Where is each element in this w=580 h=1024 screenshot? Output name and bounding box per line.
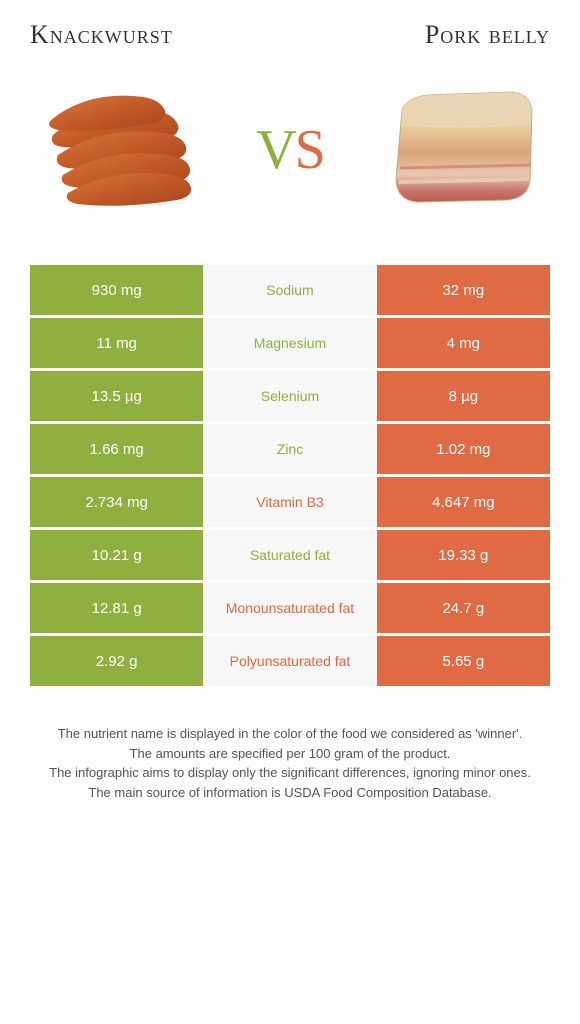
- left-value-cell: 2.92 g: [30, 636, 203, 689]
- comparison-table: 930 mgSodium32 mg11 mgMagnesium4 mg13.5 …: [30, 265, 550, 689]
- table-row: 1.66 mgZinc1.02 mg: [30, 424, 550, 477]
- nutrient-name-cell: Polyunsaturated fat: [203, 636, 376, 689]
- right-food-image: [375, 73, 550, 228]
- left-value-cell: 10.21 g: [30, 530, 203, 583]
- table-row: 11 mgMagnesium4 mg: [30, 318, 550, 371]
- sausages-icon: [33, 75, 203, 225]
- right-value-cell: 24.7 g: [377, 583, 550, 636]
- table-row: 10.21 gSaturated fat19.33 g: [30, 530, 550, 583]
- table-row: 930 mgSodium32 mg: [30, 265, 550, 318]
- right-value-cell: 1.02 mg: [377, 424, 550, 477]
- left-value-cell: 930 mg: [30, 265, 203, 318]
- nutrient-name-cell: Sodium: [203, 265, 376, 318]
- right-value-cell: 4 mg: [377, 318, 550, 371]
- right-value-cell: 19.33 g: [377, 530, 550, 583]
- nutrient-name-cell: Zinc: [203, 424, 376, 477]
- right-value-cell: 5.65 g: [377, 636, 550, 689]
- left-value-cell: 2.734 mg: [30, 477, 203, 530]
- footer-line: The nutrient name is displayed in the co…: [40, 724, 540, 744]
- footer-line: The infographic aims to display only the…: [40, 763, 540, 783]
- table-row: 12.81 gMonounsaturated fat24.7 g: [30, 583, 550, 636]
- footer-line: The amounts are specified per 100 gram o…: [40, 744, 540, 764]
- right-food-title: Pork belly: [425, 20, 550, 50]
- right-value-cell: 4.647 mg: [377, 477, 550, 530]
- vs-label: VS: [256, 118, 324, 182]
- vs-s-letter: S: [295, 119, 324, 181]
- left-food-image: [30, 73, 205, 228]
- vs-v-letter: V: [256, 119, 294, 181]
- infographic-container: Knackwurst Pork belly VS: [0, 0, 580, 822]
- nutrient-name-cell: Selenium: [203, 371, 376, 424]
- right-value-cell: 8 µg: [377, 371, 550, 424]
- left-value-cell: 1.66 mg: [30, 424, 203, 477]
- header-row: Knackwurst Pork belly: [30, 20, 550, 50]
- nutrient-name-cell: Vitamin B3: [203, 477, 376, 530]
- footer-notes: The nutrient name is displayed in the co…: [30, 724, 550, 802]
- nutrient-name-cell: Saturated fat: [203, 530, 376, 583]
- left-food-title: Knackwurst: [30, 20, 173, 50]
- footer-line: The main source of information is USDA F…: [40, 783, 540, 803]
- left-value-cell: 12.81 g: [30, 583, 203, 636]
- images-row: VS: [30, 65, 550, 235]
- table-row: 2.92 gPolyunsaturated fat5.65 g: [30, 636, 550, 689]
- nutrient-name-cell: Monounsaturated fat: [203, 583, 376, 636]
- left-value-cell: 11 mg: [30, 318, 203, 371]
- pork-belly-icon: [382, 80, 542, 220]
- table-row: 2.734 mgVitamin B34.647 mg: [30, 477, 550, 530]
- table-row: 13.5 µgSelenium8 µg: [30, 371, 550, 424]
- right-value-cell: 32 mg: [377, 265, 550, 318]
- nutrient-name-cell: Magnesium: [203, 318, 376, 371]
- left-value-cell: 13.5 µg: [30, 371, 203, 424]
